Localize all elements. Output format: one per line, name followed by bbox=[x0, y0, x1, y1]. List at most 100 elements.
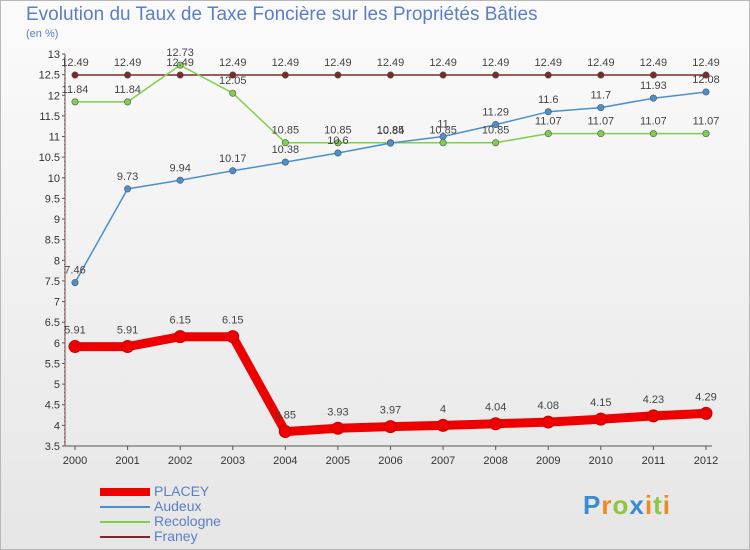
y-tick-label: 7.5 bbox=[45, 276, 60, 288]
data-label-recologne: 11.84 bbox=[62, 84, 89, 96]
data-point-recologne bbox=[281, 139, 289, 147]
legend-label-recologne: Recologne bbox=[154, 513, 221, 529]
data-point-placey bbox=[331, 421, 345, 435]
series-line-placey bbox=[70, 332, 711, 437]
x-tick-label: 2006 bbox=[378, 455, 402, 467]
data-label-placey: 4.04 bbox=[485, 402, 506, 414]
data-point-audeux bbox=[71, 279, 79, 287]
data-label-franey: 12.49 bbox=[114, 57, 142, 69]
data-point-franey bbox=[492, 71, 500, 79]
axes: 3.544.555.566.577.588.599.51010.51111.51… bbox=[39, 49, 719, 467]
data-point-placey bbox=[594, 412, 608, 426]
data-label-audeux: 11.6 bbox=[538, 94, 559, 106]
x-tick-label: 2012 bbox=[694, 455, 718, 467]
y-tick-label: 10.5 bbox=[39, 152, 60, 164]
data-point-franey bbox=[597, 71, 605, 79]
y-tick-label: 5 bbox=[54, 379, 60, 391]
data-label-audeux: 11.7 bbox=[591, 90, 612, 102]
chart-title: Evolution du Taux de Taxe Foncière sur l… bbox=[26, 4, 538, 25]
data-label-recologne: 11.07 bbox=[640, 116, 667, 128]
y-tick-label: 6 bbox=[54, 338, 60, 350]
x-tick-label: 2011 bbox=[642, 455, 666, 467]
data-point-placey bbox=[121, 340, 135, 354]
data-point-placey bbox=[278, 425, 292, 439]
data-point-franey bbox=[439, 71, 447, 79]
x-tick-label: 2007 bbox=[431, 455, 455, 467]
data-label-audeux: 10.84 bbox=[377, 125, 405, 137]
data-label-recologne: 10.85 bbox=[482, 125, 510, 137]
data-label-recologne: 11.07 bbox=[535, 116, 562, 128]
data-point-recologne bbox=[334, 139, 342, 147]
legend-swatch-recologne bbox=[100, 521, 150, 523]
data-point-audeux bbox=[124, 185, 132, 193]
y-tick-label: 4.5 bbox=[45, 400, 60, 412]
data-point-franey bbox=[386, 71, 394, 79]
data-label-audeux: 9.73 bbox=[117, 171, 138, 183]
data-point-placey bbox=[384, 420, 397, 434]
data-label-franey: 12.49 bbox=[429, 57, 457, 69]
data-label-audeux: 7.46 bbox=[64, 265, 85, 277]
data-label-audeux: 10.6 bbox=[327, 135, 348, 147]
data-point-placey bbox=[699, 406, 713, 420]
data-point-audeux bbox=[702, 88, 710, 96]
x-tick-label: 2001 bbox=[115, 455, 139, 467]
data-point-audeux bbox=[176, 176, 184, 184]
y-tick-label: 7 bbox=[54, 297, 60, 309]
legend-swatch-placey bbox=[100, 488, 150, 496]
data-point-recologne bbox=[649, 130, 657, 138]
data-point-franey bbox=[176, 71, 184, 79]
y-tick-label: 8 bbox=[54, 255, 60, 267]
y-tick-label: 10 bbox=[48, 173, 60, 185]
x-tick-label: 2002 bbox=[168, 455, 192, 467]
data-label-placey: 3.85 bbox=[275, 410, 296, 422]
y-tick-label: 11 bbox=[49, 132, 60, 144]
data-label-placey: 5.91 bbox=[64, 325, 85, 337]
y-tick-label: 12.5 bbox=[39, 70, 60, 82]
data-point-audeux bbox=[649, 94, 657, 102]
data-label-recologne: 10.85 bbox=[272, 125, 300, 137]
data-point-audeux bbox=[334, 149, 342, 157]
data-point-placey bbox=[436, 418, 450, 432]
data-point-placey bbox=[541, 415, 555, 429]
data-label-placey: 4.15 bbox=[590, 397, 611, 409]
data-point-audeux bbox=[281, 158, 289, 166]
y-tick-label: 9 bbox=[54, 214, 60, 226]
legend-label-audeux: Audeux bbox=[154, 498, 202, 514]
data-label-franey: 12.49 bbox=[692, 57, 720, 69]
data-point-placey bbox=[173, 330, 187, 344]
legend-swatch-franey bbox=[100, 536, 150, 538]
x-tick-label: 2000 bbox=[63, 455, 87, 467]
data-label-placey: 4 bbox=[440, 403, 446, 415]
data-point-recologne bbox=[597, 130, 605, 138]
data-label-franey: 12.49 bbox=[219, 57, 247, 69]
x-tick-label: 2004 bbox=[273, 455, 297, 467]
y-tick-label: 8.5 bbox=[45, 235, 60, 247]
data-point-franey bbox=[334, 71, 342, 79]
data-label-franey: 12.49 bbox=[61, 57, 89, 69]
data-label-franey: 12.49 bbox=[587, 57, 615, 69]
data-label-recologne: 10.85 bbox=[324, 125, 352, 137]
x-tick-label: 2003 bbox=[221, 455, 245, 467]
data-label-recologne: 10.85 bbox=[377, 125, 405, 137]
data-point-audeux bbox=[229, 167, 237, 175]
data-point-placey bbox=[68, 340, 82, 354]
y-tick-label: 9.5 bbox=[45, 193, 60, 205]
data-label-placey: 3.93 bbox=[327, 406, 348, 418]
data-label-franey: 12.49 bbox=[272, 57, 300, 69]
data-point-recologne bbox=[492, 139, 500, 147]
data-point-recologne bbox=[124, 98, 132, 106]
data-label-audeux: 11.93 bbox=[640, 80, 667, 92]
data-label-recologne: 11.84 bbox=[114, 84, 141, 96]
data-point-recologne bbox=[71, 98, 79, 106]
data-label-audeux: 11 bbox=[437, 119, 448, 131]
data-label-audeux: 11.29 bbox=[482, 107, 509, 119]
data-point-recologne bbox=[229, 89, 237, 97]
legend-swatch-audeux bbox=[100, 506, 150, 508]
data-point-audeux bbox=[544, 108, 552, 116]
x-tick-label: 2005 bbox=[326, 455, 350, 467]
data-label-placey: 4.23 bbox=[643, 394, 664, 406]
data-point-franey bbox=[281, 71, 289, 79]
data-label-franey: 12.49 bbox=[534, 57, 562, 69]
